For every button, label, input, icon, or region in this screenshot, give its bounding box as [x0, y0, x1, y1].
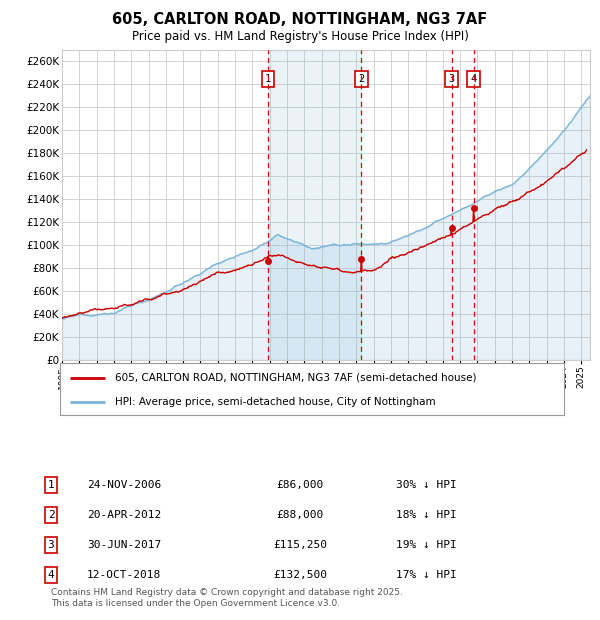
Text: 605, CARLTON ROAD, NOTTINGHAM, NG3 7AF (semi-detached house): 605, CARLTON ROAD, NOTTINGHAM, NG3 7AF (…: [115, 373, 477, 383]
Text: £115,250: £115,250: [273, 540, 327, 550]
Text: 30% ↓ HPI: 30% ↓ HPI: [396, 480, 457, 490]
Text: 3: 3: [47, 540, 55, 550]
Text: 3: 3: [448, 74, 455, 84]
Text: 1: 1: [265, 74, 271, 84]
Text: 12-OCT-2018: 12-OCT-2018: [87, 570, 161, 580]
Text: 4: 4: [470, 74, 477, 84]
Text: 24-NOV-2006: 24-NOV-2006: [87, 480, 161, 490]
Text: 18% ↓ HPI: 18% ↓ HPI: [396, 510, 457, 520]
Text: 17% ↓ HPI: 17% ↓ HPI: [396, 570, 457, 580]
Text: 19% ↓ HPI: 19% ↓ HPI: [396, 540, 457, 550]
Text: 30-JUN-2017: 30-JUN-2017: [87, 540, 161, 550]
Text: Price paid vs. HM Land Registry's House Price Index (HPI): Price paid vs. HM Land Registry's House …: [131, 30, 469, 43]
Bar: [268, 50, 361, 360]
Text: 2: 2: [47, 510, 55, 520]
Text: £132,500: £132,500: [273, 570, 327, 580]
Text: Contains HM Land Registry data © Crown copyright and database right 2025.
This d: Contains HM Land Registry data © Crown c…: [51, 588, 403, 608]
Text: 2: 2: [358, 74, 365, 84]
Text: 4: 4: [47, 570, 55, 580]
Text: 605, CARLTON ROAD, NOTTINGHAM, NG3 7AF: 605, CARLTON ROAD, NOTTINGHAM, NG3 7AF: [112, 12, 488, 27]
Text: £88,000: £88,000: [277, 510, 323, 520]
Text: 20-APR-2012: 20-APR-2012: [87, 510, 161, 520]
Text: HPI: Average price, semi-detached house, City of Nottingham: HPI: Average price, semi-detached house,…: [115, 397, 436, 407]
Text: 1: 1: [47, 480, 55, 490]
Text: £86,000: £86,000: [277, 480, 323, 490]
